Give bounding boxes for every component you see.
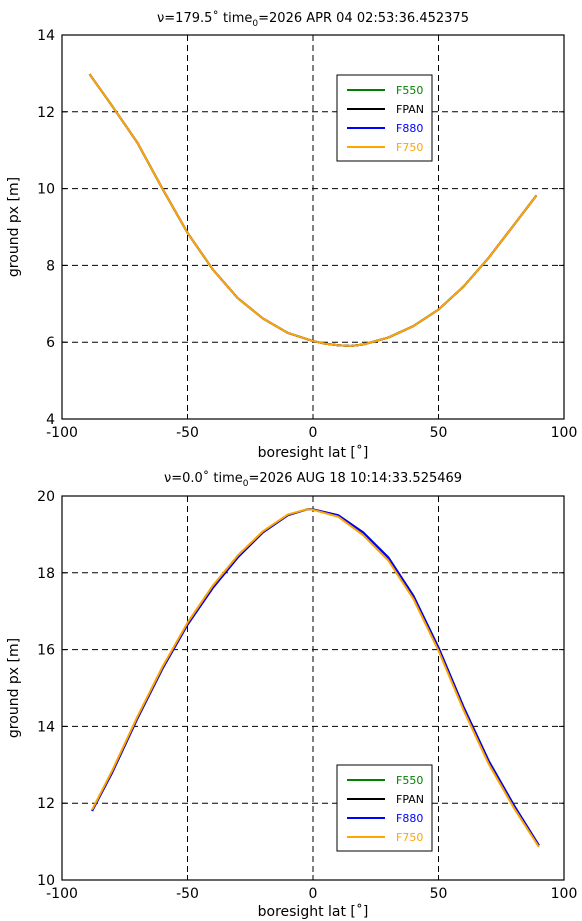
y-tick-label: 16 — [37, 643, 55, 659]
y-tick-label: 14 — [37, 719, 55, 735]
x-tick-label: 0 — [309, 425, 318, 441]
chart-2: ν=0.0˚ time0=2026 AUG 18 10:14:33.525469… — [6, 470, 577, 920]
y-tick-label: 12 — [37, 796, 55, 812]
x-tick-label: -50 — [176, 886, 199, 902]
legend-label-f750: F750 — [396, 141, 423, 154]
legend-label-f550: F550 — [396, 774, 423, 787]
y-axis-label: ground px [m] — [6, 638, 22, 738]
series-line-f750 — [91, 508, 540, 848]
legend-label-fpan: FPAN — [396, 103, 424, 116]
chart-title: ν=179.5˚ time0=2026 APR 04 02:53:36.4523… — [157, 10, 469, 29]
legend-label-f750: F750 — [396, 831, 423, 844]
y-tick-label: 10 — [37, 182, 55, 198]
legend: F550 FPAN F880 F750 — [336, 74, 433, 162]
x-tick-label: 0 — [309, 886, 318, 902]
x-tick-label: -100 — [46, 425, 78, 441]
y-tick-label: 20 — [37, 489, 55, 505]
y-tick-label: 8 — [46, 258, 55, 274]
y-axis-label: ground px [m] — [6, 177, 22, 277]
legend-label-f880: F880 — [396, 122, 423, 135]
legend-label-fpan: FPAN — [396, 793, 424, 806]
axes-frame — [61, 34, 565, 420]
axes-frame — [61, 495, 565, 881]
legend-label-f880: F880 — [396, 812, 423, 825]
x-tick-label: 50 — [430, 886, 448, 902]
x-tick-label: 50 — [430, 425, 448, 441]
y-tick-label: 18 — [37, 566, 55, 582]
y-tick-label: 4 — [46, 412, 55, 428]
legend: F550 FPAN F880 F750 — [336, 764, 433, 852]
x-axis-label: boresight lat [˚] — [258, 903, 369, 920]
x-tick-label: 100 — [551, 886, 578, 902]
x-tick-label: -50 — [176, 425, 199, 441]
y-tick-label: 10 — [37, 873, 55, 889]
x-tick-label: -100 — [46, 886, 78, 902]
y-tick-label: 12 — [37, 105, 55, 121]
chart-title: ν=0.0˚ time0=2026 AUG 18 10:14:33.525469 — [164, 470, 462, 489]
legend-label-f550: F550 — [396, 84, 423, 97]
y-tick-label: 14 — [37, 28, 55, 44]
x-tick-label: 100 — [551, 425, 578, 441]
series-line-f750 — [88, 73, 538, 348]
x-axis-label: boresight lat [˚] — [258, 444, 369, 461]
y-tick-label: 6 — [46, 335, 55, 351]
chart-1: ν=179.5˚ time0=2026 APR 04 02:53:36.4523… — [6, 10, 577, 461]
